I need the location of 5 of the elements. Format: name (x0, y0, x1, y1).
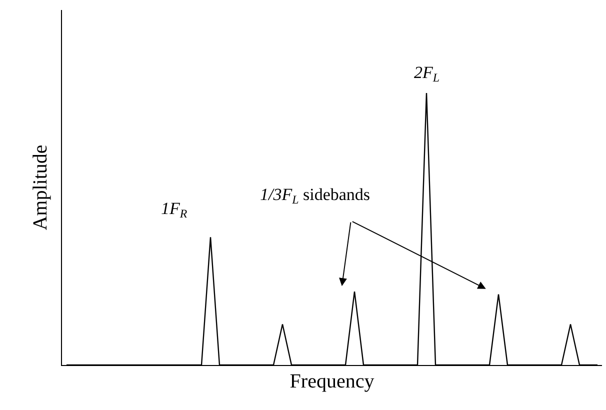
x-axis-title: Frequency (290, 370, 374, 392)
annotation: 1/3F$_{L}$ sidebands (260, 185, 370, 207)
text: 2F$_{L}$ (414, 63, 440, 85)
annotation: 1F$_{R}$ (161, 199, 188, 221)
y-axis-title: Amplitude (30, 144, 52, 230)
